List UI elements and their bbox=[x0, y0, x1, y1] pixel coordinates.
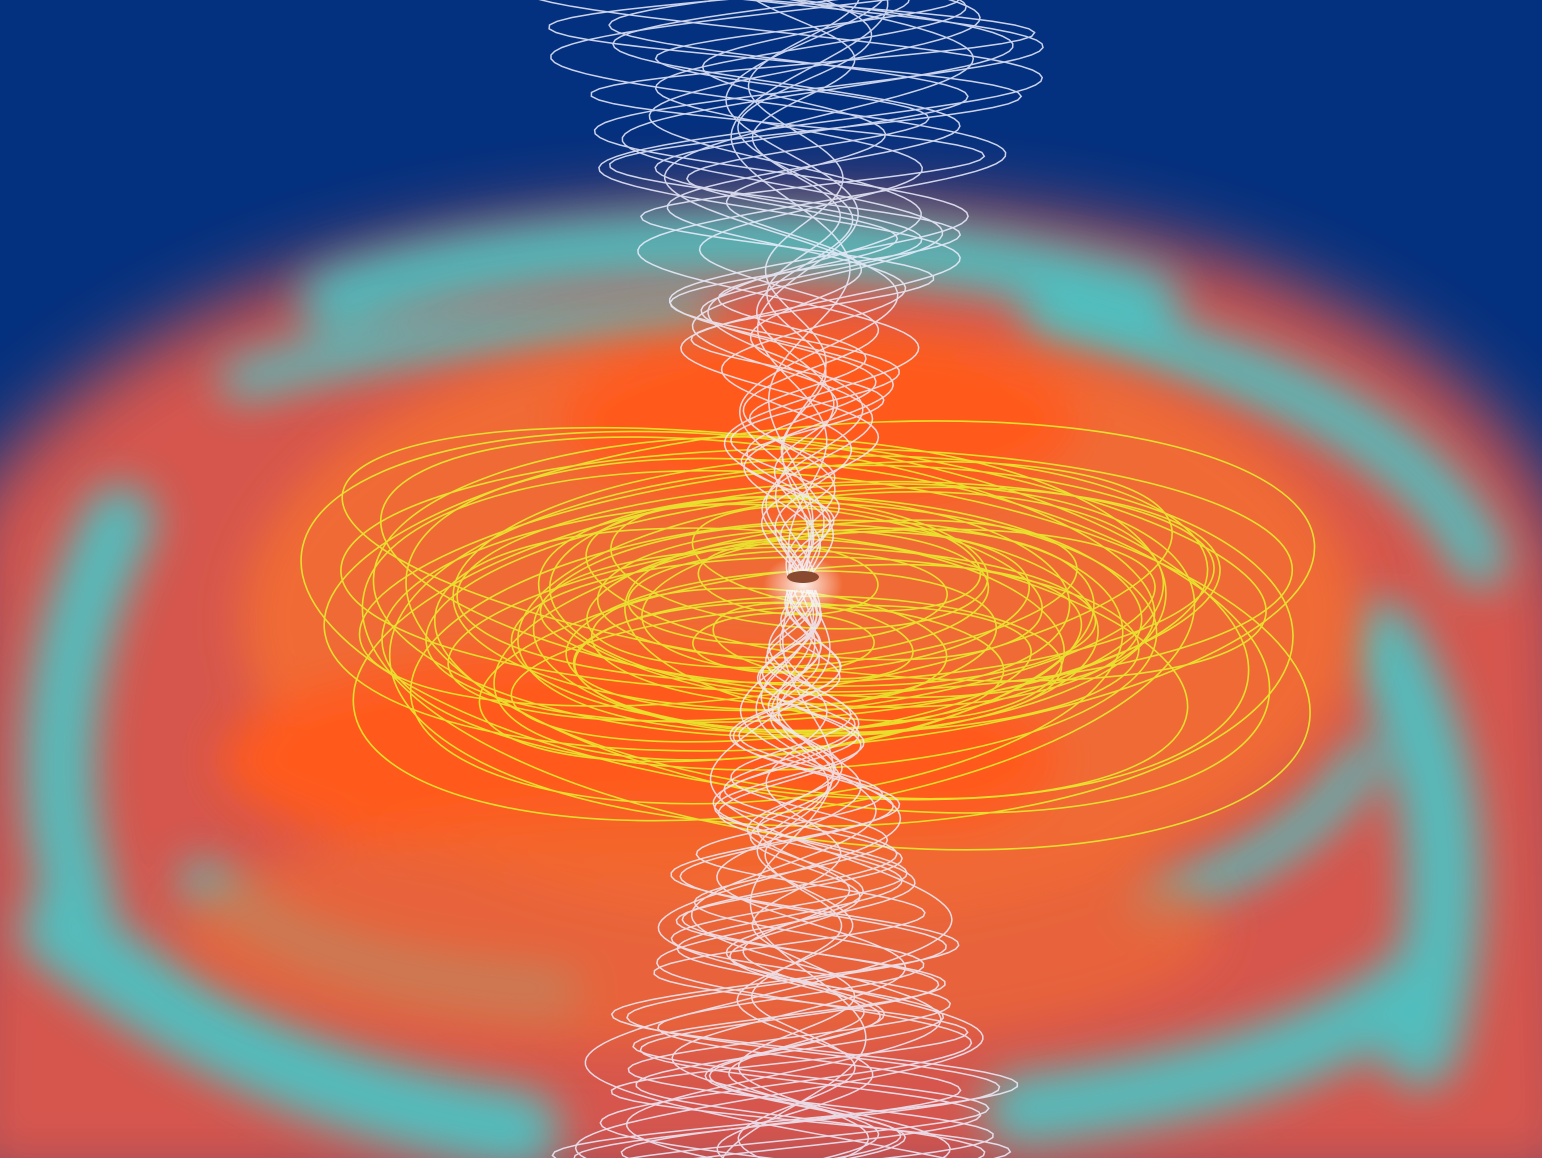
field-loop bbox=[409, 519, 1124, 805]
jet-line bbox=[747, 0, 860, 581]
jet-line bbox=[663, 0, 975, 581]
jet-line bbox=[751, 0, 856, 581]
field-loop bbox=[510, 604, 1032, 743]
jet-line bbox=[708, 589, 902, 1158]
jet-line bbox=[608, 0, 969, 581]
jet-line bbox=[626, 589, 942, 1158]
jet-line bbox=[538, 0, 1044, 581]
jet-line bbox=[654, 0, 968, 581]
field-loop bbox=[323, 420, 1316, 752]
field-loop bbox=[341, 426, 1267, 682]
jet-line bbox=[737, 589, 870, 1158]
field-loop bbox=[532, 523, 1099, 737]
jet-line bbox=[550, 0, 1007, 581]
jet-line bbox=[627, 589, 994, 1158]
toroidal-field-lines bbox=[300, 420, 1316, 851]
field-loop bbox=[539, 546, 1097, 687]
jet-line bbox=[627, 589, 990, 1158]
jet-line bbox=[610, 589, 1012, 1158]
jet-line bbox=[621, 0, 1014, 581]
accretion-disk bbox=[180, 320, 1360, 1050]
jet-line bbox=[573, 589, 1001, 1158]
field-loop bbox=[610, 496, 989, 630]
jet-line bbox=[548, 0, 1023, 581]
field-loop bbox=[361, 469, 1311, 851]
field-loop bbox=[456, 480, 1215, 684]
field-loop bbox=[352, 483, 1196, 822]
polar-jet-field-lines bbox=[538, 0, 1044, 1158]
jet-line bbox=[730, 0, 889, 581]
jet-line bbox=[574, 589, 984, 1158]
jet-line bbox=[639, 589, 982, 1158]
field-loop bbox=[405, 457, 1271, 814]
jet-line bbox=[611, 0, 961, 581]
field-loop bbox=[517, 491, 1165, 733]
jet-line bbox=[593, 0, 1044, 581]
central-core bbox=[763, 555, 843, 615]
